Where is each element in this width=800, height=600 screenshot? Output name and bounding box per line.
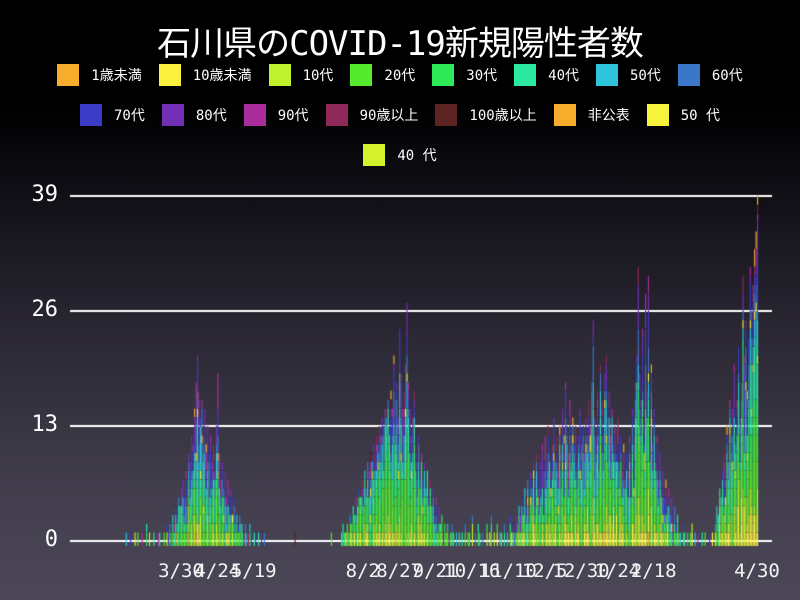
x-tick-label-12-5: 12/5: [521, 560, 568, 582]
legend-label: 10代: [302, 68, 334, 84]
legend-item-15: 40 代: [363, 144, 437, 166]
legend-label: 90歳以上: [359, 108, 419, 124]
legend-row-1: 1歳未満 10歳未満 10代 20代 30代 40代 50代 60代: [0, 64, 800, 86]
y-tick-label-13: 13: [31, 411, 59, 437]
y-tick-label-26: 26: [31, 296, 59, 322]
legend-item-14: 50 代: [646, 104, 721, 126]
legend-label: 非公表: [587, 108, 630, 124]
x-tick-label-4-24: 4/24: [194, 560, 241, 582]
x-tick-label-2-18: 2/18: [630, 560, 677, 582]
legend-label: 40 代: [397, 148, 437, 164]
legend-row-3: 40 代: [0, 144, 800, 166]
legend-item-1: 10歳未満: [158, 64, 252, 86]
legend-item-13: 非公表: [553, 104, 630, 126]
legend-item-9: 80代: [161, 104, 227, 126]
legend-label: 100歳以上: [469, 108, 537, 124]
legend-item-6: 50代: [596, 64, 661, 86]
chart-title: 石川県のCOVID-19新規陽性者数: [157, 24, 644, 64]
legend-item-3: 20代: [350, 64, 415, 86]
legend-item-8: 70代: [79, 104, 145, 126]
legend-swatch: [596, 64, 618, 86]
y-tick-label-39: 39: [31, 181, 59, 207]
legend-item-2: 10代: [268, 64, 334, 86]
x-tick-label-11-10: 11/10: [479, 560, 537, 582]
legend-swatch: [553, 104, 576, 126]
legend-label: 20代: [384, 68, 416, 84]
x-tick-label-8-27: 8/27: [376, 560, 423, 582]
legend-label: 90代: [277, 108, 309, 124]
legend-label: 70代: [113, 108, 145, 124]
legend-label: 40代: [548, 68, 579, 84]
legend-item-12: 100歳以上: [435, 104, 537, 126]
x-tick-label-4-30: 4/30: [734, 560, 780, 582]
legend-swatch: [514, 64, 537, 86]
legend-label: 10歳未満: [192, 68, 252, 84]
legend-swatch: [161, 104, 184, 126]
legend-item-4: 30代: [432, 64, 497, 86]
legend-swatch: [158, 64, 181, 86]
legend-label: 30代: [466, 68, 498, 84]
x-tick-label-12-30: 12/30: [552, 560, 610, 582]
legend-label: 50 代: [680, 108, 721, 124]
legend-swatch: [268, 64, 291, 86]
legend-swatch: [243, 104, 266, 126]
legend-swatch: [325, 104, 348, 126]
legend-item-10: 90代: [243, 104, 309, 126]
x-tick-label-8-2: 8/2: [345, 560, 380, 582]
legend-swatch: [57, 64, 80, 86]
legend-item-11: 90歳以上: [325, 104, 419, 126]
x-tick-label-10-16: 10/16: [443, 560, 501, 582]
legend-swatch: [432, 64, 455, 86]
y-tick-label-0: 0: [44, 527, 58, 552]
legend-item-0: 1歳未満: [57, 64, 142, 86]
legend-swatch: [677, 64, 700, 86]
legend-item-5: 40代: [514, 64, 579, 86]
legend-swatch: [363, 144, 386, 166]
legend-swatch: [646, 104, 669, 126]
legend-label: 80代: [195, 108, 227, 124]
x-tick-label-3-30: 3/30: [158, 560, 204, 582]
legend-label: 60代: [711, 68, 743, 84]
legend-swatch: [79, 104, 102, 126]
legend-label: 50代: [630, 68, 661, 84]
legend-swatch: [350, 64, 373, 86]
legend-label: 1歳未満: [91, 68, 142, 84]
legend-swatch: [435, 104, 458, 126]
legend-row-2: 70代 80代 90代 90歳以上 100歳以上 非公表 50 代: [0, 104, 800, 126]
legend-item-7: 60代: [677, 64, 743, 86]
x-tick-label-5-19: 5/19: [230, 560, 277, 582]
x-tick-label-1-24: 1/24: [594, 560, 641, 582]
x-tick-label-9-21: 9/21: [412, 560, 459, 582]
